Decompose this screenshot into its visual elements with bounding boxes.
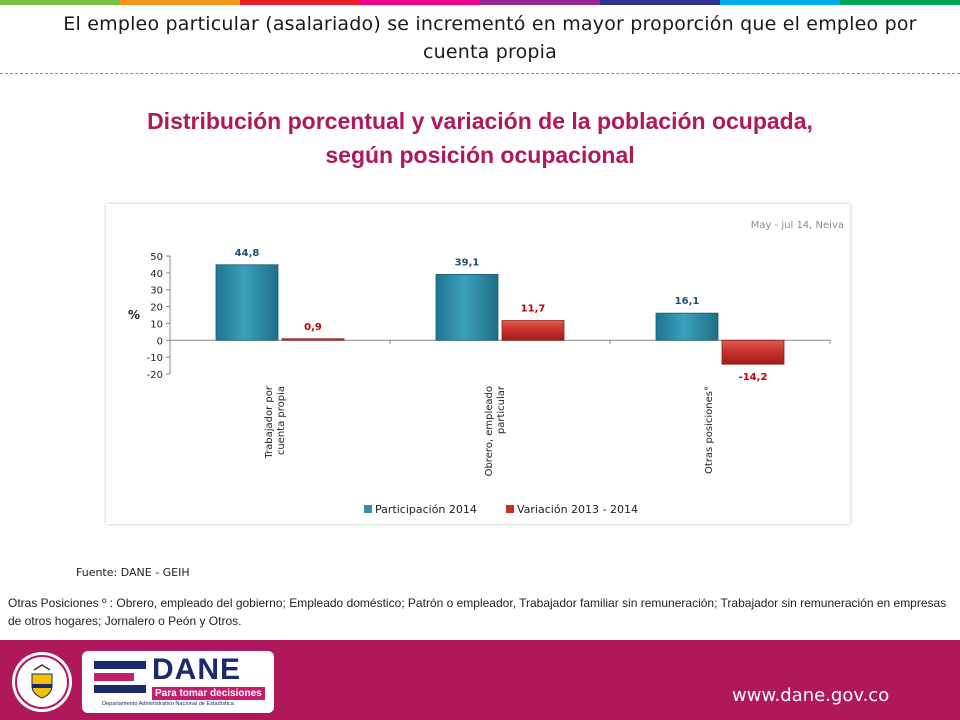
chart-title: Distribución porcentual y variación de l… xyxy=(60,104,900,172)
bar-participacion xyxy=(655,312,719,341)
color-strip-segment xyxy=(120,0,240,5)
x-category-label-line: Trabajador por xyxy=(264,385,275,459)
bar-variacion xyxy=(281,338,345,341)
logo-subtitle: Departamento Administrativo Nacional de … xyxy=(102,701,234,707)
x-category-label: Obrero, empleado particular xyxy=(484,385,507,476)
bar-chart: May - jul 14, Neiva % 50 40 30 20 10 0 -10 -20 4… xyxy=(128,220,844,516)
color-strip-segment xyxy=(240,0,360,5)
x-category-label: Otras posiciones° xyxy=(704,386,715,474)
bar-participacion xyxy=(435,273,499,341)
footnote: Otras Posiciones º : Obrero, empleado de… xyxy=(8,596,947,628)
legend-swatch xyxy=(506,505,514,513)
footer-bar: DANE Para tomar decisiones Departamento … xyxy=(0,640,960,720)
source-note: Fuente: DANE - GEIH xyxy=(76,566,190,579)
chart-area: May - jul 14, Neiva % 50 40 30 20 10 0 -10 -20 4… xyxy=(106,204,850,524)
x-category-label-line: Otras posiciones° xyxy=(704,386,715,474)
x-category-label: Trabajador por cuenta propia xyxy=(264,385,287,459)
x-category-label-line: Obrero, empleado xyxy=(484,386,495,476)
bar-participacion xyxy=(215,264,279,341)
color-strip-segment xyxy=(600,0,720,5)
y-tick-label: 30 xyxy=(150,286,163,297)
x-category-label-line: cuenta propia xyxy=(276,386,287,455)
color-strip-segment xyxy=(840,0,960,5)
color-strip-segment xyxy=(720,0,840,5)
legend-label: Variación 2013 - 2014 xyxy=(517,503,638,516)
data-label: 16,1 xyxy=(675,296,700,307)
color-strip-segment xyxy=(360,0,480,5)
slide-title: El empleo particular (asalariado) se inc… xyxy=(63,13,917,63)
color-strip-segment xyxy=(0,0,120,5)
color-strip-segment xyxy=(480,0,600,5)
logo-tagline: Para tomar decisiones xyxy=(152,687,265,700)
logo-name: DANE xyxy=(152,653,242,686)
data-label: 11,7 xyxy=(521,304,546,315)
dane-logo: DANE Para tomar decisiones Departamento … xyxy=(82,651,274,713)
data-label: -14,2 xyxy=(739,372,768,383)
data-label: 44,8 xyxy=(235,248,260,259)
color-strip xyxy=(0,0,960,5)
website-link[interactable]: www.dane.gov.co xyxy=(732,685,890,706)
y-tick-label: 50 xyxy=(150,252,163,263)
data-label: 0,9 xyxy=(304,322,322,333)
y-tick-label: 20 xyxy=(150,303,163,314)
legend-swatch xyxy=(364,505,372,513)
y-tick-label: -20 xyxy=(147,370,163,381)
coat-of-arms-emblem xyxy=(12,652,72,712)
legend: Participación 2014 Variación 2013 - 2014 xyxy=(364,503,638,516)
y-tick-label: 0 xyxy=(157,336,163,347)
y-tick-label: 40 xyxy=(150,269,163,280)
chart-title-line-1: Distribución porcentual y variación de l… xyxy=(147,108,813,134)
x-category-label-line: particular xyxy=(496,385,507,434)
y-axis-label: % xyxy=(128,308,140,322)
data-label: 39,1 xyxy=(455,257,480,268)
y-tick-label: -10 xyxy=(147,353,163,364)
bar-variacion xyxy=(501,320,565,341)
y-tick-label: 10 xyxy=(150,319,163,330)
legend-label: Participación 2014 xyxy=(375,503,477,516)
bar-variacion xyxy=(721,339,785,365)
chart-title-line-2: según posición ocupacional xyxy=(325,142,635,168)
title-divider xyxy=(0,73,960,74)
chart-annotation: May - jul 14, Neiva xyxy=(751,220,844,231)
